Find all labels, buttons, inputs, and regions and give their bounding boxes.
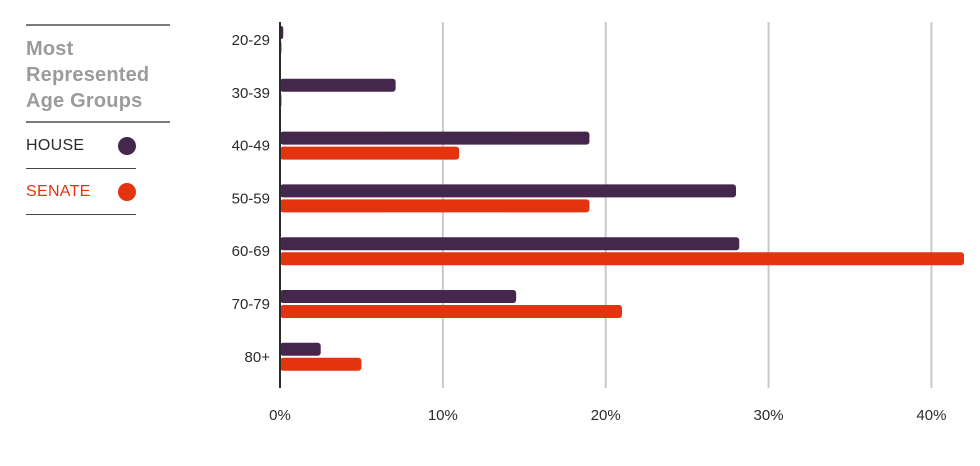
legend-title-line: Age Groups <box>26 90 143 112</box>
y-category-label: 50-59 <box>232 190 270 207</box>
y-category-label: 70-79 <box>232 296 270 313</box>
x-tick-label: 40% <box>916 407 946 424</box>
bar-house <box>280 342 321 356</box>
legend-title: Most Represented Age Groups <box>26 24 170 123</box>
legend: Most Represented Age Groups HOUSE SENATE <box>26 24 172 215</box>
y-category-label: 40-49 <box>232 138 270 155</box>
bar-house <box>280 237 740 251</box>
y-category-label: 80+ <box>245 349 271 366</box>
legend-swatch-house <box>118 136 136 155</box>
legend-title-line: Represented <box>26 64 150 86</box>
x-tick-label: 10% <box>428 407 458 424</box>
legend-swatch-senate <box>118 182 136 201</box>
bar-house <box>280 131 590 145</box>
bar-senate <box>280 305 622 318</box>
y-category-label: 60-69 <box>232 243 270 260</box>
bar-senate <box>280 252 964 266</box>
x-tick-label: 20% <box>591 407 621 424</box>
bar-senate <box>280 199 590 213</box>
bar-house <box>280 78 396 92</box>
legend-title-line: Most <box>26 38 74 60</box>
legend-item-house: HOUSE <box>26 123 136 169</box>
bar-senate <box>280 357 362 371</box>
legend-label-senate: SENATE <box>26 182 91 200</box>
legend-label-house: HOUSE <box>26 136 85 154</box>
bar-senate <box>280 146 460 160</box>
x-tick-label: 0% <box>269 407 291 424</box>
legend-item-senate: SENATE <box>26 169 136 215</box>
x-tick-label: 30% <box>754 407 784 424</box>
y-category-label: 30-39 <box>232 85 270 102</box>
bar-house <box>280 184 736 198</box>
bar-house <box>280 290 517 303</box>
y-category-label: 20-29 <box>232 32 270 49</box>
